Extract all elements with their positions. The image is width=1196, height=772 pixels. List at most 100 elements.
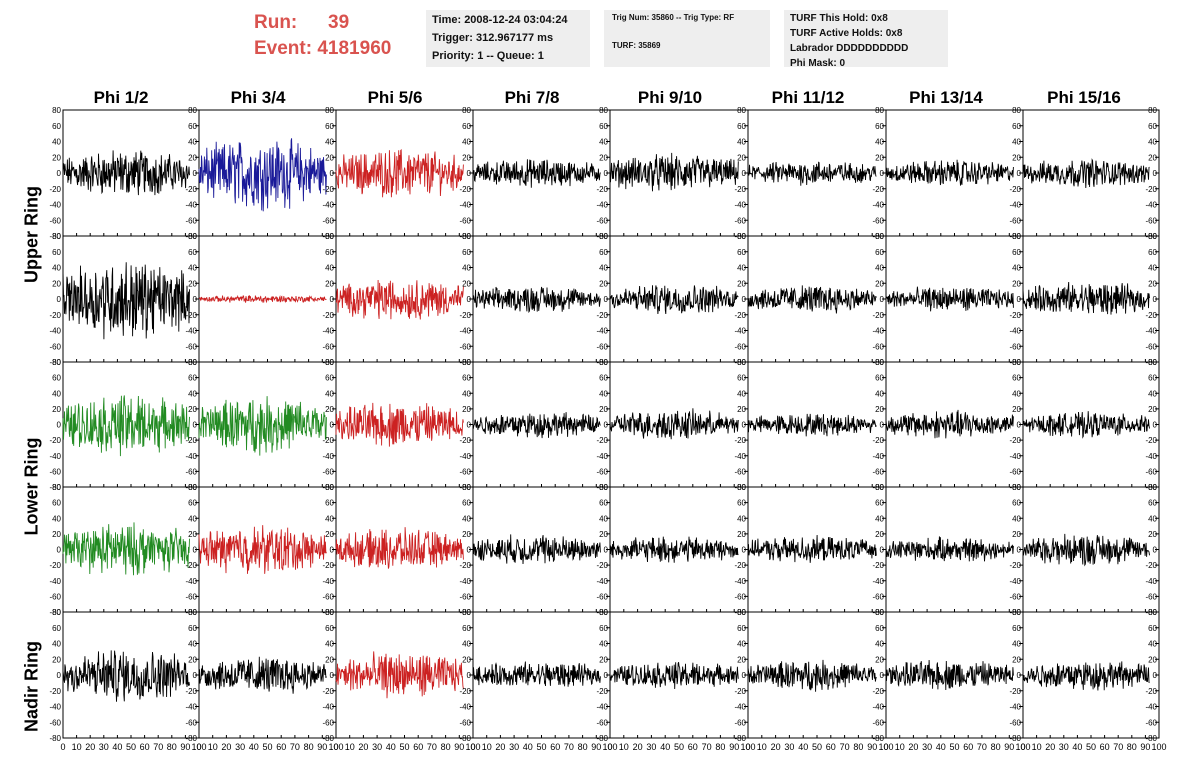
y-tick-label: -80 xyxy=(596,232,608,241)
x-tick-label: 70 xyxy=(1113,742,1123,752)
y-tick-label: 80 xyxy=(1012,106,1021,115)
y-tick-label: 40 xyxy=(52,640,61,649)
y-tick-label: -60 xyxy=(322,342,334,351)
y-tick-label: -60 xyxy=(185,718,197,727)
y-tick-label: 40 xyxy=(462,389,471,398)
y-tick-label: -20 xyxy=(459,436,471,445)
y-tick-label: 20 xyxy=(188,279,197,288)
y-tick-label: -20 xyxy=(49,436,61,445)
y-tick-label: 0 xyxy=(880,421,885,430)
x-tick-label: 20 xyxy=(85,742,95,752)
x-tick-label: 20 xyxy=(358,742,368,752)
y-tick-label: 40 xyxy=(875,138,884,147)
y-tick-label: 20 xyxy=(462,655,471,664)
y-tick-label: -60 xyxy=(1145,467,1157,476)
x-tick-label: 100 xyxy=(191,742,206,752)
y-tick-label: 0 xyxy=(57,421,62,430)
trig-num-box: Trig Num: 35860 -- Trig Type: RF TURF: 3… xyxy=(604,10,770,67)
y-tick-label: -80 xyxy=(459,232,471,241)
turf-active-holds-text: TURF Active Holds: 0x8 xyxy=(790,28,903,39)
y-tick-label: -20 xyxy=(185,436,197,445)
x-tick-label: 80 xyxy=(991,742,1001,752)
x-tick-label: 50 xyxy=(399,742,409,752)
y-tick-label: -40 xyxy=(872,452,884,461)
x-tick-label: 100 xyxy=(878,742,893,752)
y-tick-label: -40 xyxy=(185,327,197,336)
y-tick-label: 20 xyxy=(188,405,197,414)
waveform-r4-c3 xyxy=(335,527,464,569)
y-tick-label: -20 xyxy=(459,687,471,696)
y-tick-label: 80 xyxy=(1148,608,1157,617)
y-tick-label: 40 xyxy=(52,138,61,147)
y-tick-label: 60 xyxy=(325,499,334,508)
y-tick-label: 60 xyxy=(1012,122,1021,131)
phi-title-8: Phi 15/16 xyxy=(1047,88,1121,107)
y-tick-label: 20 xyxy=(1148,153,1157,162)
y-tick-label: -80 xyxy=(1145,483,1157,492)
y-tick-label: 0 xyxy=(604,421,609,430)
y-tick-label: 0 xyxy=(742,169,747,178)
y-tick-label: 80 xyxy=(875,608,884,617)
y-tick-label: 60 xyxy=(52,122,61,131)
y-tick-label: 0 xyxy=(330,671,335,680)
y-tick-label: -20 xyxy=(322,561,334,570)
y-tick-label: 0 xyxy=(742,671,747,680)
x-tick-label: 50 xyxy=(674,742,684,752)
y-tick-label: 40 xyxy=(599,138,608,147)
y-tick-label: -80 xyxy=(1009,232,1021,241)
y-tick-label: 0 xyxy=(330,295,335,304)
y-tick-label: 60 xyxy=(325,374,334,383)
waveform-r3-c1 xyxy=(62,395,190,457)
y-tick-label: -80 xyxy=(872,483,884,492)
y-tick-label: -20 xyxy=(596,185,608,194)
x-tick-label: 30 xyxy=(922,742,932,752)
y-tick-label: -40 xyxy=(459,201,471,210)
y-tick-label: -20 xyxy=(185,311,197,320)
y-tick-label: -40 xyxy=(49,201,61,210)
y-tick-label: 20 xyxy=(875,279,884,288)
y-tick-label: -40 xyxy=(1009,703,1021,712)
y-tick-label: -20 xyxy=(49,311,61,320)
phi-title-7: Phi 13/14 xyxy=(909,88,983,107)
y-tick-label: -80 xyxy=(872,358,884,367)
x-tick-label: 30 xyxy=(509,742,519,752)
panel-frame-r5-c7 xyxy=(885,611,1024,739)
y-tick-label: -80 xyxy=(185,232,197,241)
y-tick-label: 20 xyxy=(325,279,334,288)
waveform-r3-c4 xyxy=(472,412,601,439)
y-tick-label: 80 xyxy=(1148,483,1157,492)
x-tick-label: 40 xyxy=(386,742,396,752)
y-tick-label: 40 xyxy=(188,640,197,649)
waveform-r1-c3 xyxy=(335,148,464,198)
y-tick-label: 20 xyxy=(1012,405,1021,414)
waveform-r5-c2 xyxy=(198,656,327,694)
y-tick-label: -60 xyxy=(872,467,884,476)
run-event-block: Run: 39 Event: 4181960 xyxy=(254,10,391,62)
y-tick-label: 60 xyxy=(875,499,884,508)
turf-this-hold-text: TURF This Hold: 0x8 xyxy=(790,13,888,24)
y-tick-label: 80 xyxy=(462,608,471,617)
waveform-r2-c6 xyxy=(747,285,877,314)
y-tick-label: 40 xyxy=(325,264,334,273)
panel-frame-r5-c8 xyxy=(1022,611,1160,739)
x-tick-label: 20 xyxy=(1045,742,1055,752)
y-tick-label: -80 xyxy=(734,483,746,492)
y-tick-label: -60 xyxy=(1009,718,1021,727)
waveform-r2-c3 xyxy=(335,279,464,320)
y-tick-label: 20 xyxy=(875,530,884,539)
y-tick-label: -80 xyxy=(185,608,197,617)
y-tick-label: -40 xyxy=(49,577,61,586)
y-tick-label: -80 xyxy=(185,483,197,492)
y-tick-label: 80 xyxy=(462,232,471,241)
y-tick-label: -60 xyxy=(596,592,608,601)
y-tick-label: 0 xyxy=(604,295,609,304)
y-tick-label: -20 xyxy=(49,185,61,194)
y-tick-label: -80 xyxy=(49,483,61,492)
y-tick-label: -20 xyxy=(49,687,61,696)
y-tick-label: 20 xyxy=(325,405,334,414)
x-tick-label: 40 xyxy=(798,742,808,752)
y-tick-label: 0 xyxy=(1017,169,1022,178)
y-tick-label: -60 xyxy=(734,718,746,727)
y-tick-label: -40 xyxy=(1009,201,1021,210)
phi-title-5: Phi 9/10 xyxy=(637,88,703,107)
